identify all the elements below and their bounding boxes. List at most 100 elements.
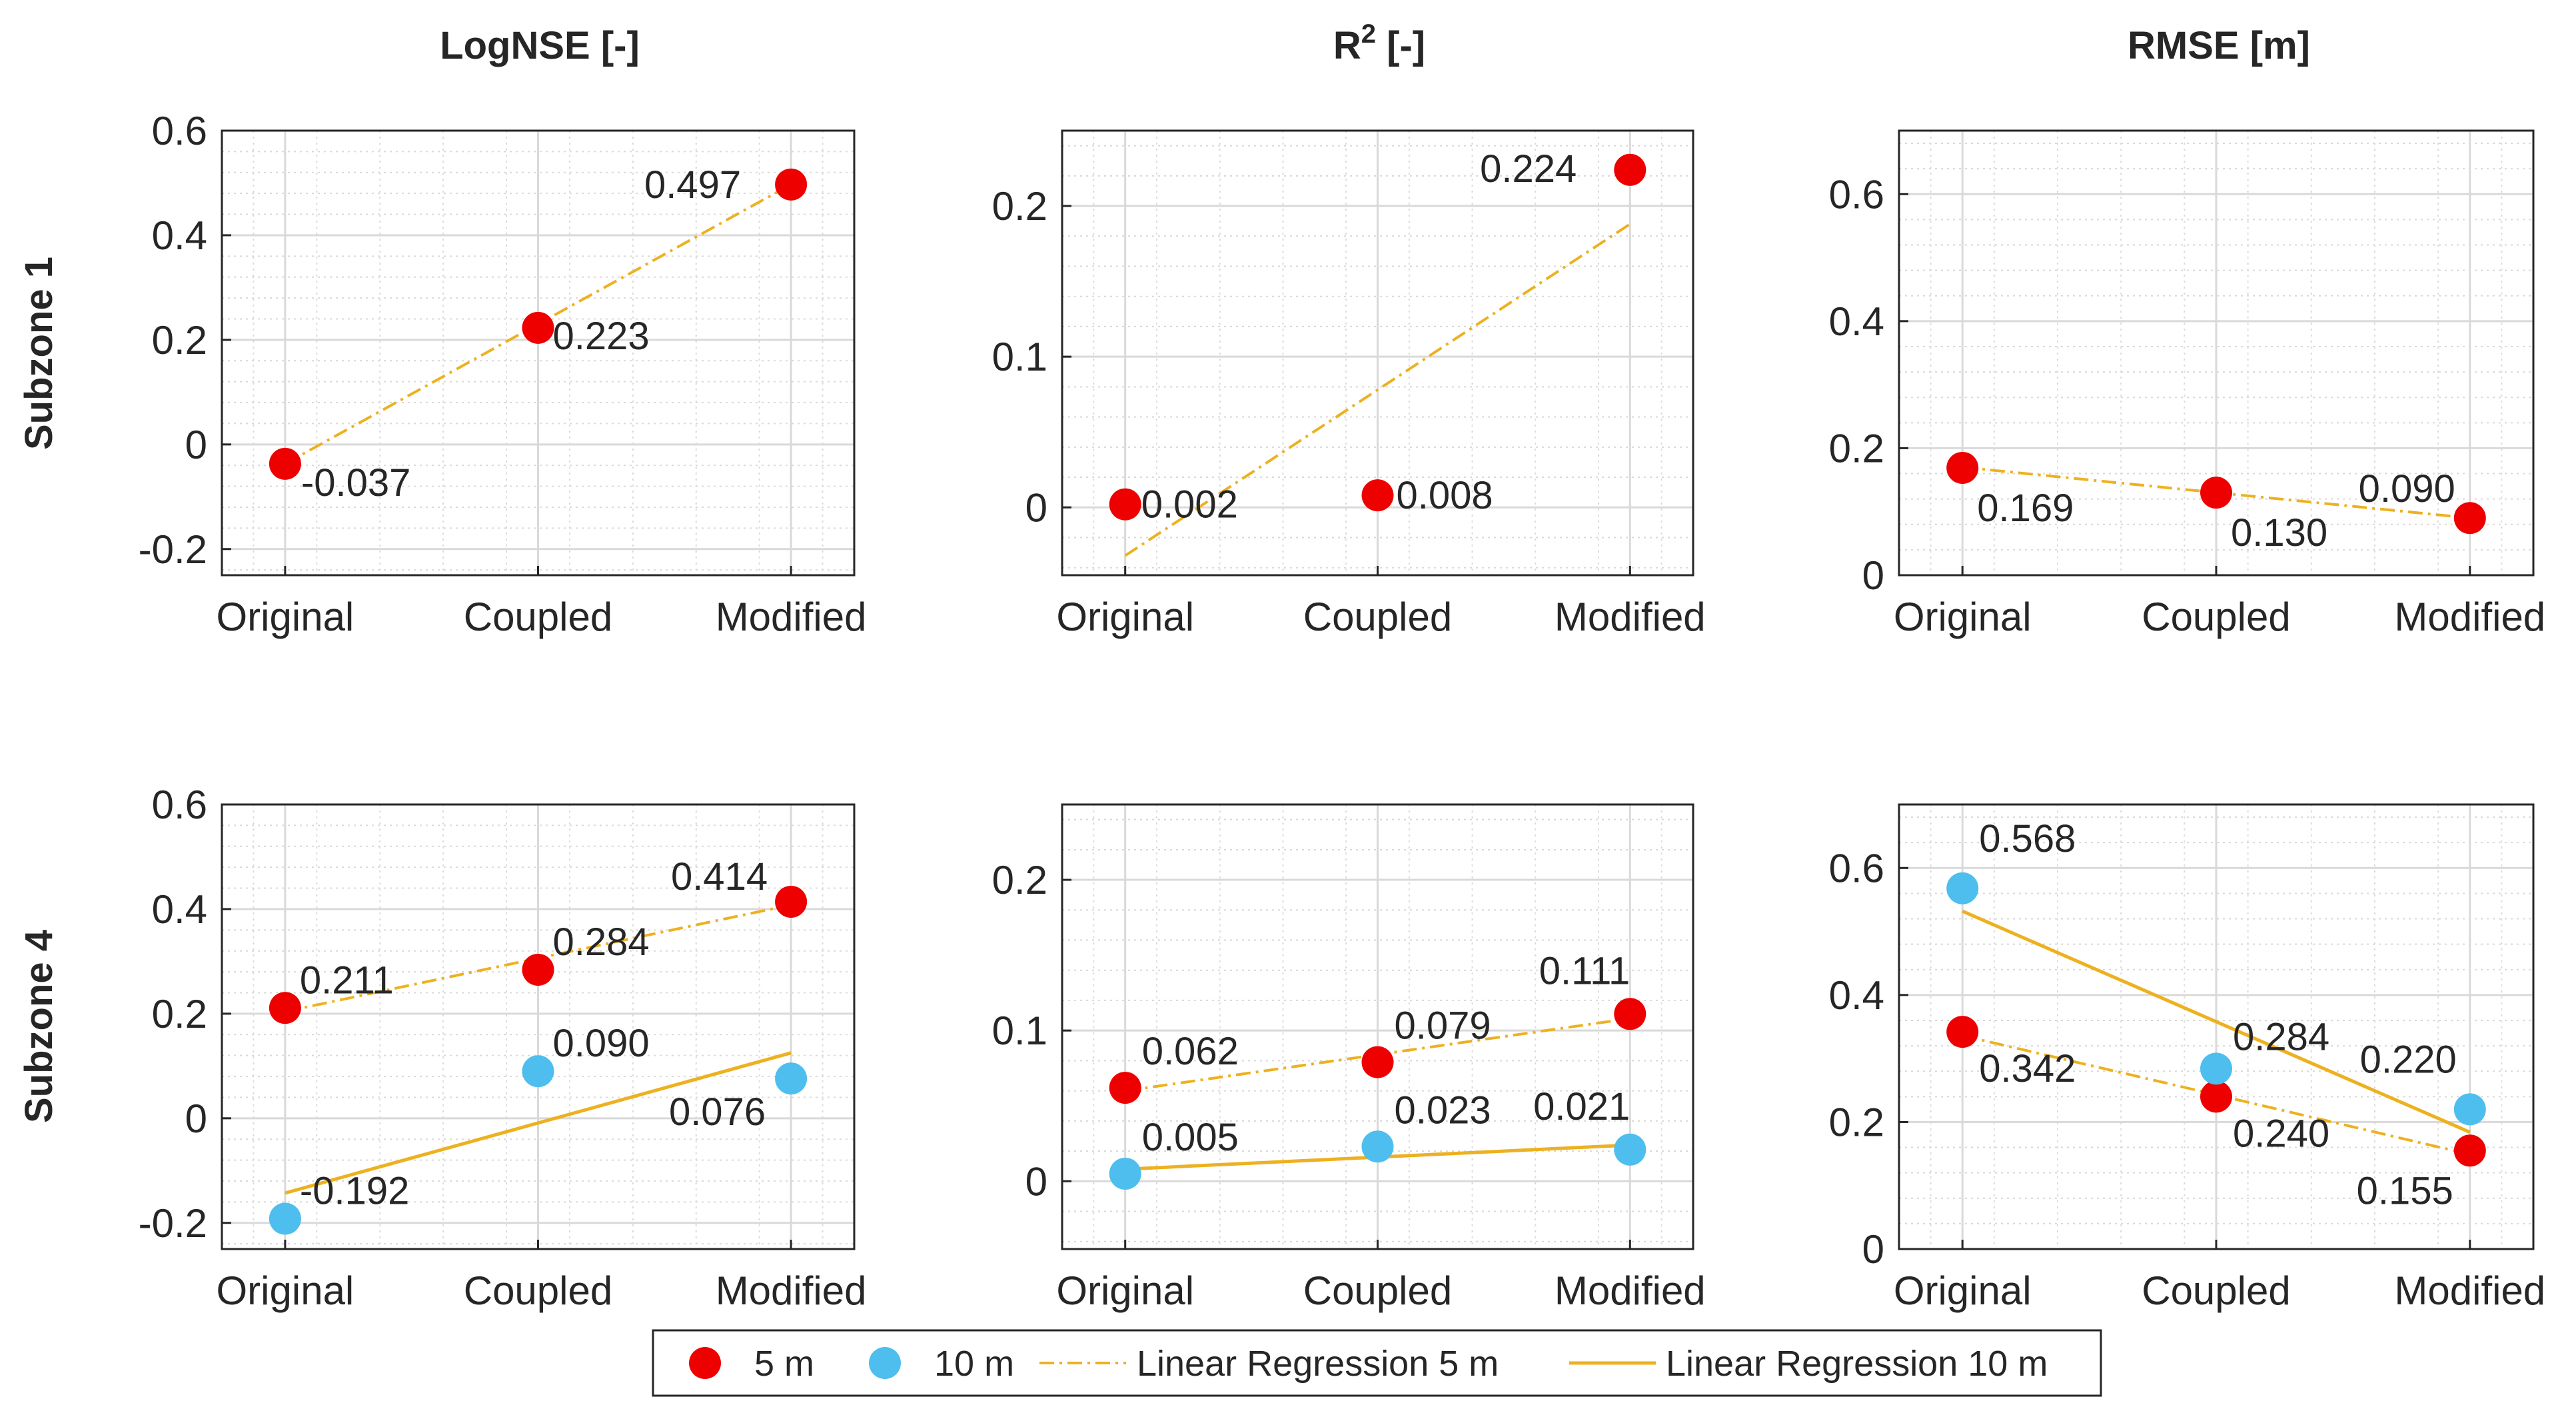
panel-1-1-data-label-5m: 0.497 (644, 163, 741, 207)
panel-2-3-marker-10m (2200, 1052, 2232, 1085)
panel-2-2-data-label-5m: 0.079 (1395, 1004, 1491, 1048)
panel-2-2-xtick-label: Modified (1555, 1268, 1706, 1313)
panel-2-1-marker-5m (269, 992, 301, 1024)
panel-1-1-xtick-label: Original (217, 595, 354, 639)
panel-2-3-marker-10m (1946, 872, 1979, 904)
panel-1-2-xtick-label: Coupled (1303, 595, 1453, 639)
column-title-2: R2 [-] (1333, 19, 1425, 67)
panel-2-1-marker-5m (522, 953, 554, 986)
panel-1-3-xtick-label: Modified (2394, 595, 2545, 639)
panel-1-2-data-label-5m: 0.224 (1480, 147, 1577, 191)
panel-1-2-ytick-label: 0.1 (992, 335, 1047, 379)
panel-1-2-marker-5m (1614, 153, 1646, 186)
panel-1-3-marker-5m (2200, 477, 2232, 509)
panel-2-3-ytick-label: 0 (1862, 1227, 1884, 1272)
panel-2-3-ytick-label: 0.2 (1829, 1100, 1884, 1144)
panel-2-1-data-label-5m: 0.211 (300, 958, 394, 1002)
panel-2-2-ytick-label: 0 (1025, 1159, 1047, 1204)
panel-2-3-xtick-label: Original (1894, 1268, 2032, 1313)
panel-1-3-data-label-5m: 0.169 (1977, 487, 2074, 530)
panel-2-3-data-label-10m: 0.568 (1979, 817, 2076, 860)
panel-2-3-marker-10m (2453, 1093, 2486, 1126)
legend-marker-5m (689, 1347, 721, 1379)
panel-2-3-marker-5m (1946, 1016, 1979, 1048)
panel-1-1-ytick-label: 0.2 (152, 318, 207, 363)
panel-2-3-data-label-5m: 0.155 (2357, 1169, 2453, 1212)
panel-2-1-xtick-label: Original (217, 1268, 354, 1313)
panel-2-3-data-label-10m: 0.220 (2360, 1038, 2457, 1081)
panel-2-2-ytick-label: 0.2 (992, 858, 1047, 902)
panel-2-1-ytick-label: 0.6 (152, 782, 207, 827)
panel-1-2-ytick-label: 0.2 (992, 184, 1047, 229)
panel-2-1-xtick-label: Modified (716, 1268, 867, 1313)
panel-2-2-marker-10m (1614, 1133, 1646, 1166)
panel-1-2-xtick-label: Original (1056, 595, 1194, 639)
panel-2-1-regression-line-10m (285, 1051, 792, 1195)
panel-2-1-marker-5m (775, 885, 808, 918)
panel-1-3-marker-5m (2453, 502, 2486, 535)
panel-2-2-data-label-10m: 0.005 (1142, 1116, 1239, 1159)
panel-2-3-data-label-5m: 0.240 (2233, 1112, 2329, 1155)
panel-2-3-data-label-5m: 0.342 (1979, 1047, 2076, 1090)
column-title-3: RMSE [m] (2128, 24, 2310, 67)
column-title-1: LogNSE [-] (440, 24, 640, 67)
legend-marker-10m (869, 1347, 901, 1379)
panel-1-3-ytick-label: 0 (1862, 553, 1884, 598)
panel-1-3-ytick-label: 0.4 (1829, 299, 1884, 344)
panel-1-1-ytick-label: -0.2 (139, 527, 207, 572)
panel-1-2-xtick-label: Modified (1555, 595, 1706, 639)
panel-1-1-ytick-label: 0.6 (152, 109, 207, 153)
row-label-2: Subzone 4 (17, 930, 61, 1123)
panel-1-2-data-label-5m: 0.002 (1141, 483, 1238, 527)
panel-2-2-data-label-5m: 0.062 (1142, 1030, 1239, 1073)
panel-2-2-xtick-label: Coupled (1303, 1268, 1453, 1313)
panel-1-3-data-label-5m: 0.130 (2231, 511, 2327, 555)
panel-1-2-marker-5m (1109, 488, 1141, 521)
row-label-1: Subzone 1 (17, 257, 61, 450)
panel-2-1-ytick-label: -0.2 (139, 1201, 207, 1246)
panel-2-3-marker-5m (2453, 1134, 2486, 1167)
panel-2-1-marker-10m (522, 1055, 554, 1088)
panel-2-3-ytick-label: 0.4 (1829, 973, 1884, 1018)
panel-2-1-ytick-label: 0 (185, 1096, 207, 1141)
panel-1-3-marker-5m (1946, 451, 1979, 484)
panel-2-2-marker-10m (1109, 1157, 1141, 1190)
panel-2-1-marker-10m (269, 1202, 301, 1235)
panel-2-2-xtick-label: Original (1056, 1268, 1194, 1313)
panel-2-1-marker-10m (775, 1062, 808, 1095)
panel-2-3-xtick-label: Modified (2394, 1268, 2545, 1313)
panel-1-3-xtick-label: Coupled (2142, 595, 2291, 639)
legend-label-10m: 10 m (934, 1344, 1014, 1384)
panel-2-1-ytick-label: 0.4 (152, 887, 207, 932)
panel-1-1-marker-5m (269, 447, 301, 480)
panel-2-2-marker-5m (1361, 1046, 1394, 1078)
panel-2-1-data-label-10m: 0.090 (553, 1022, 650, 1065)
legend-label-regression-5m: Linear Regression 5 m (1137, 1344, 1499, 1384)
panel-1-1-data-label-5m: 0.223 (553, 315, 650, 358)
panel-2-1-data-label-5m: 0.284 (553, 920, 650, 964)
legend-label-5m: 5 m (754, 1344, 814, 1384)
panel-2-2-marker-5m (1109, 1072, 1141, 1104)
panel-1-3-ytick-label: 0.2 (1829, 426, 1884, 471)
panel-1-3-ytick-label: 0.6 (1829, 172, 1884, 217)
panel-1-1-marker-5m (522, 311, 554, 344)
panel-2-2-data-label-5m: 0.111 (1539, 949, 1630, 992)
panel-2-3-data-label-10m: 0.284 (2233, 1015, 2329, 1058)
panel-2-2-data-label-10m: 0.023 (1395, 1088, 1491, 1132)
panel-1-2-regression-line-5m (1124, 223, 1631, 557)
panel-2-3-regression-line-10m (1962, 909, 2471, 1134)
panel-2-2-ytick-label: 0.1 (992, 1008, 1047, 1053)
panel-1-2-data-label-5m: 0.008 (1397, 474, 1493, 517)
panel-1-1-xtick-label: Modified (716, 595, 867, 639)
panel-1-3-xtick-label: Original (1894, 595, 2032, 639)
panel-2-3-ytick-label: 0.6 (1829, 846, 1884, 890)
panel-1-2-ytick-label: 0 (1025, 485, 1047, 530)
panel-2-3-marker-5m (2200, 1080, 2232, 1113)
panel-2-2-data-label-10m: 0.021 (1533, 1085, 1630, 1128)
panel-1-1-ytick-label: 0.4 (152, 213, 207, 258)
panel-1-1-xtick-label: Coupled (464, 595, 613, 639)
panel-1-1-marker-5m (775, 168, 808, 201)
panel-2-1-xtick-label: Coupled (464, 1268, 613, 1313)
panel-1-1-data-label-5m: -0.037 (301, 461, 410, 505)
